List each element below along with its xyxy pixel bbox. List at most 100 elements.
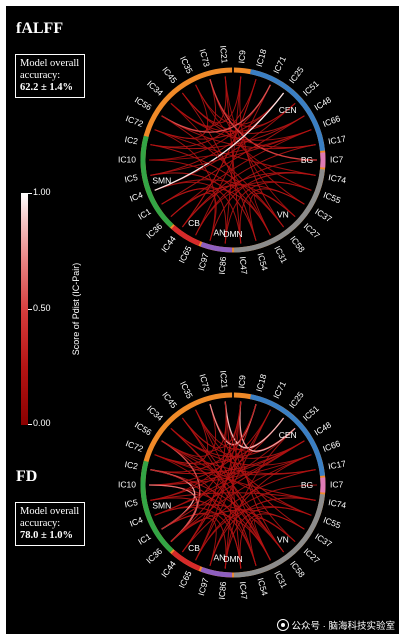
node-label: IC66 <box>321 113 342 129</box>
network-arc-cen <box>250 394 325 477</box>
chord-link <box>154 129 216 241</box>
node-label: IC73 <box>197 48 212 68</box>
accuracy-value: 78.0 ± 1.0% <box>20 530 74 541</box>
chord-link <box>161 401 242 530</box>
watermark-text: 公众号 · 脑海科技实验室 <box>291 621 395 632</box>
node-label: IC86 <box>217 581 229 600</box>
node-label: IC10 <box>118 479 136 489</box>
node-label: IC44 <box>159 559 178 580</box>
accuracy-box-fd: Model overall accuracy: 78.0 ± 1.0% <box>15 502 85 546</box>
node-label: IC71 <box>271 379 288 400</box>
chord-link <box>182 469 316 553</box>
chord-link <box>154 454 257 566</box>
node-label: IC72 <box>124 113 145 129</box>
network-arc-an <box>200 241 233 253</box>
colorbar-tickmark <box>28 424 32 425</box>
chord-link <box>182 417 305 459</box>
node-label: IC74 <box>328 172 348 185</box>
network-arc-cen <box>250 69 325 152</box>
chord-link <box>182 79 257 228</box>
chord-link <box>170 184 305 217</box>
chord-link <box>161 440 312 516</box>
node-label: IC51 <box>301 78 321 98</box>
node-label: IC72 <box>124 438 145 454</box>
chord-links <box>148 401 318 569</box>
chord-link <box>154 504 296 542</box>
chord-diagram-fd: DMN CEN BG VN AN CB SMN IC9 IC18 IC71IC25IC51IC48… <box>118 370 347 600</box>
node-label: IC25 <box>287 65 306 86</box>
node-label: IC7 <box>330 154 344 164</box>
network-arc-cb <box>171 550 201 571</box>
network-label: CB <box>188 218 200 228</box>
node-label: IC45 <box>160 65 179 86</box>
chord-link <box>150 404 257 501</box>
network-label: CB <box>188 543 200 553</box>
node-label: IC17 <box>327 133 347 146</box>
network-arc-vn <box>233 493 325 578</box>
chord-link <box>150 115 305 150</box>
node-label: IC97 <box>196 251 211 271</box>
node-label: IC7 <box>330 479 344 489</box>
network-arc-smn <box>140 135 174 228</box>
node-label: IC35 <box>178 55 195 76</box>
colorbar-tick-mid: 0.50 <box>33 303 51 313</box>
node-label: IC97 <box>196 576 211 596</box>
node-label: IC58 <box>288 234 307 255</box>
chord-link <box>150 492 316 501</box>
chord-link <box>161 187 271 236</box>
chord-link <box>195 409 271 561</box>
chord-link <box>224 401 285 449</box>
node-label: IC48 <box>312 419 333 437</box>
network-label: AN <box>213 553 225 563</box>
node-label: IC1 <box>136 531 153 547</box>
accuracy-label: Model overall accuracy: <box>20 506 80 529</box>
node-label: IC21 <box>218 45 230 64</box>
node-label: IC54 <box>255 252 270 272</box>
node-label: IC56 <box>133 95 154 113</box>
node-label: IC35 <box>178 380 195 401</box>
chord-link <box>182 401 227 553</box>
chord-link <box>154 179 296 217</box>
accuracy-value: 62.2 ± 1.4% <box>20 82 74 93</box>
chord-link <box>154 454 316 476</box>
chord-link <box>239 401 296 452</box>
network-arc-vn <box>233 168 325 253</box>
panel-title-falff: fALFF <box>16 20 64 37</box>
node-label: IC36 <box>144 546 164 566</box>
accuracy-box-falff: Model overall accuracy: 62.2 ± 1.4% <box>15 54 85 98</box>
network-label: SMN <box>152 175 171 185</box>
node-label: IC27 <box>302 546 322 566</box>
chord-diagram-falff: DMN CEN BG VN AN CB SMN IC9 IC18 IC71IC25IC51IC48… <box>118 45 347 275</box>
chord-link <box>161 440 271 561</box>
chord-link <box>239 76 284 228</box>
chord-link <box>182 172 316 228</box>
chord-link <box>150 172 257 241</box>
node-label: IC4 <box>128 190 144 204</box>
colorbar-tick-min: 0.00 <box>33 418 51 428</box>
chord-link <box>239 401 284 553</box>
node-label: IC51 <box>301 403 321 423</box>
node-label: IC34 <box>145 78 165 98</box>
node-label: IC31 <box>272 569 289 590</box>
node-label: IC56 <box>133 420 154 438</box>
node-label: IC58 <box>288 559 307 580</box>
chord-link <box>154 129 316 176</box>
node-label: IC47 <box>238 581 250 600</box>
panel-title-fd: FD <box>16 468 38 485</box>
node-label: IC73 <box>197 373 212 393</box>
network-label: CEN <box>279 430 297 440</box>
node-label: IC1 <box>136 206 153 222</box>
node-label: IC65 <box>177 569 194 590</box>
network-label: SMN <box>152 500 171 510</box>
node-label: IC18 <box>254 48 269 68</box>
colorbar-tickmark <box>28 193 32 194</box>
chord-link <box>161 440 201 543</box>
node-label: IC36 <box>144 221 164 241</box>
network-label: BG <box>301 480 313 490</box>
watermark: 公众号 · 脑海科技实验室 <box>276 618 395 632</box>
chord-link <box>150 79 257 148</box>
chord-link <box>150 92 284 176</box>
node-label: IC2 <box>124 459 139 471</box>
network-label: CEN <box>279 105 297 115</box>
